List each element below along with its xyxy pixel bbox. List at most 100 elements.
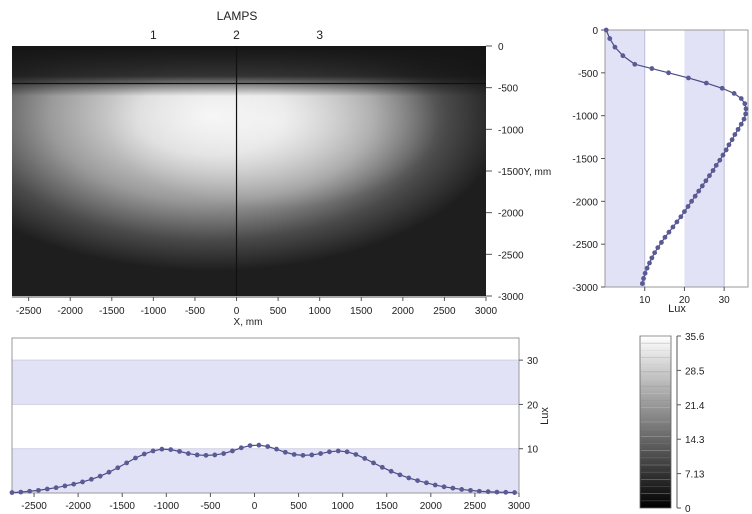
vertical-profile-point [649,66,655,71]
vertical-profile-point [729,137,735,143]
vertical-profile-point [686,75,691,81]
horizontal-profile-point [371,460,376,466]
horizontal-profile-point [476,488,482,494]
horizontal-profile-point [300,452,306,458]
heatmap-x-tick-label: 500 [270,306,287,317]
vertical-profile-point [713,162,719,168]
horizontal-profile-point [124,460,130,466]
horizontal-profile-point [62,483,68,489]
vertical-profile-point [612,44,618,50]
vertical-profile-point [717,157,723,163]
vertical-profile-point [723,147,729,153]
horizontal-profile-point [265,444,271,449]
heatmap-x-tick-label: 1000 [309,306,332,317]
vertical-profile-point [678,214,684,220]
horizontal-profile-point [27,488,33,494]
horizontal-profile-x-tick-label: -2000 [65,501,91,512]
horizontal-profile-y-tick-label: 10 [527,445,539,456]
horizontal-profile-point [503,489,509,495]
lamp-labels: 1 2 3 [150,28,323,42]
heatmap-y-tick-label: 0 [498,42,504,53]
horizontal-profile-point [9,490,15,495]
horizontal-profile-point [238,445,244,451]
horizontal-profile-point [318,451,324,456]
vertical-profile-point [639,281,645,286]
vertical-profile-point [699,183,705,189]
horizontal-profile-band [12,360,519,405]
lamp-label: 2 [233,28,240,42]
horizontal-profile-chart: -2500 -2000 -1500 -1000 -500 0 500 1000 1500 2000… [9,337,551,512]
heatmap-x-tick-label: -2000 [57,306,83,317]
heatmap-x-tick-label: -500 [185,306,205,317]
vertical-profile-point [632,61,638,67]
horizontal-profile-point [450,485,456,491]
horizontal-profile-x-ticks: -2500 -2000 -1500 -1000 -500 0 500 1000 1500 2000… [21,493,531,512]
horizontal-profile-x-tick-label: -1000 [154,501,180,512]
horizontal-profile-x-tick-label: 3000 [508,501,531,512]
lamp-label: 3 [316,28,323,42]
vertical-profile-bands [605,30,725,287]
vertical-profile-point [652,250,658,256]
vertical-profile-point [731,90,737,96]
horizontal-profile-frame [11,337,520,494]
heatmap-x-tick-label: 1500 [350,306,373,317]
colorbar-bands [641,335,670,502]
horizontal-profile-point [106,469,112,475]
vertical-profile-point [719,85,725,91]
horizontal-profile-point [327,449,332,455]
vertical-profile-point [620,53,626,59]
horizontal-profile-point [309,452,315,458]
vertical-profile-points [603,27,749,286]
horizontal-profile-point [115,465,121,471]
horizontal-profile-x-tick-label: 500 [290,501,307,512]
heatmap-x-tick-label: 2500 [433,306,456,317]
horizontal-profile-point [406,475,412,481]
horizontal-profile-point [18,489,24,495]
illuminance-heatmap: LAMPS 1 2 3 -2500 -2000 -1500 -1000 -500 0 500 10… [12,9,551,328]
horizontal-profile-point [150,448,156,454]
vertical-profile-point [735,126,741,132]
horizontal-profile-y-axis-label: Lux [539,407,551,425]
vertical-profile-point [666,229,672,235]
colorbar-ticks: 35.6 28.5 21.4 14.3 7.13 0 [677,332,705,514]
heatmap-y-tick-label: -1500Y, mm [498,167,551,178]
horizontal-profile-point [353,452,359,457]
horizontal-profile-points [9,442,517,495]
horizontal-profile-y-ticks: 10 20 30 [519,356,539,456]
vertical-profile-point [743,106,749,112]
vertical-profile-point [738,96,744,101]
heatmap-top-shadow [12,46,486,296]
vertical-profile-y-tick-label: -1500 [572,155,598,166]
vertical-profile-y-ticks: 0 -500 -1000 -1500 -2000 -2500 -3000 [572,26,605,294]
horizontal-profile-point [282,449,288,455]
heatmap-y-tick-label: -2500 [498,250,524,261]
horizontal-profile-point [71,481,77,487]
horizontal-profile-x-tick-label: -2500 [21,501,47,512]
vertical-profile-point [655,245,661,250]
horizontal-profile-point [494,489,500,495]
horizontal-profile-line [11,444,515,494]
heatmap-x-tick-label: -1500 [99,306,125,317]
horizontal-profile-point [388,468,394,474]
horizontal-profile-point [36,487,41,493]
vertical-profile-point [696,188,702,194]
heatmap-x-ticks: -2500 -2000 -1500 -1000 -500 0 500 1000 1500 2000… [12,296,498,317]
vertical-profile-point [703,178,709,184]
vertical-profile-y-tick-label: 0 [592,26,598,37]
horizontal-profile-point [247,443,253,449]
vertical-profile-point [662,234,668,240]
horizontal-profile-point [141,451,147,457]
colorbar-tick-label: 21.4 [685,401,705,412]
vertical-profile-x-tick-label: 20 [679,295,691,306]
vertical-profile-x-tick-label: 10 [639,295,651,306]
vertical-profile-point [742,101,748,107]
vertical-profile-x-ticks: 10 20 30 [639,287,730,306]
vertical-profile-point [674,219,680,225]
vertical-profile-y-tick-label: -500 [578,69,598,80]
heatmap-x-tick-label: -2500 [16,306,42,317]
horizontal-profile-point [441,484,447,490]
heatmap-y-tick-label: -3000 [498,292,524,303]
horizontal-profile-point [335,448,341,454]
vertical-profile-point [732,132,738,137]
